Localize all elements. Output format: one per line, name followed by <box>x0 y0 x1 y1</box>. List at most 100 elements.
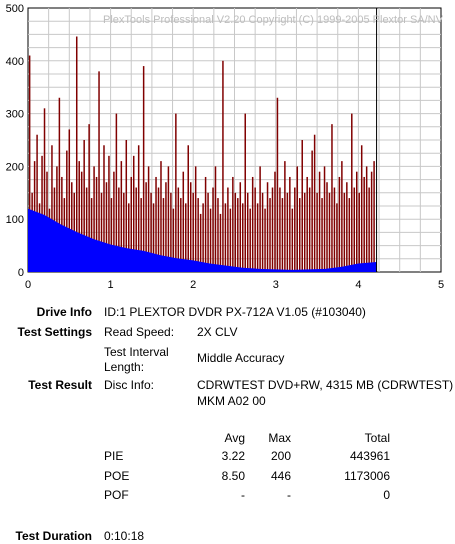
poe-bar <box>175 113 177 272</box>
poe-bar <box>284 161 286 272</box>
poe-bar <box>189 182 192 272</box>
read-speed-value: 2X CLV <box>197 325 238 339</box>
poe-bar <box>331 124 333 272</box>
poe-bar <box>214 166 217 272</box>
poe-bar <box>286 192 289 272</box>
poe-bar <box>291 208 294 272</box>
poe-bar <box>41 155 43 272</box>
poe-bar <box>311 150 313 272</box>
poe-bar <box>93 166 95 272</box>
poe-bar <box>207 192 209 272</box>
poe-bar <box>83 140 85 272</box>
poe-bar <box>75 36 78 273</box>
poe-bar <box>365 166 368 272</box>
test-duration-value: 0:10:18 <box>104 529 145 543</box>
poe-bar <box>256 203 259 272</box>
poe-bar <box>28 55 31 272</box>
poe-bar <box>313 134 316 272</box>
poe-bar <box>110 198 113 272</box>
poe-bar <box>373 161 375 272</box>
poe-bar <box>137 145 140 272</box>
results-row-max: - <box>287 488 291 502</box>
poe-bar <box>130 176 132 272</box>
poe-bar <box>217 198 219 272</box>
chart-title: PlexTools Professional V2.20 Copyright (… <box>103 14 444 26</box>
poe-bar <box>246 192 249 272</box>
results-row-total: 0 <box>383 488 390 502</box>
poe-bar <box>318 171 321 272</box>
drive-info-value: ID:1 PLEXTOR DVDR PX-712A V1.05 (#103040… <box>104 305 366 319</box>
poe-bar <box>120 161 123 272</box>
poe-bar <box>346 182 348 272</box>
poe-bar <box>227 187 229 272</box>
poe-bar <box>157 187 160 272</box>
y-tick-label: 300 <box>6 109 24 121</box>
poe-bar <box>115 113 118 272</box>
poe-bar <box>316 192 318 272</box>
poe-bar <box>170 192 172 272</box>
poe-bar <box>229 208 232 272</box>
poe-bar <box>167 166 170 272</box>
x-tick-label: 4 <box>355 279 361 291</box>
results-row-name: PIE <box>104 449 124 463</box>
poe-bar <box>118 187 120 272</box>
poe-bar <box>249 208 251 272</box>
poe-bar <box>98 71 100 272</box>
poe-bar <box>194 166 197 272</box>
poe-bar <box>68 129 71 272</box>
poe-bar <box>185 203 187 272</box>
read-speed-label: Read Speed: <box>104 325 175 339</box>
poe-bar <box>363 176 365 272</box>
poe-bar <box>326 182 328 272</box>
results-row-max: 200 <box>270 449 291 463</box>
poe-bar <box>90 198 93 272</box>
poe-bar <box>197 198 199 272</box>
poe-bar <box>338 176 341 272</box>
poe-bar <box>222 60 224 272</box>
y-tick-label: 200 <box>6 161 24 173</box>
poe-bar <box>100 192 103 272</box>
poe-bar <box>219 213 222 272</box>
poe-bar <box>132 155 135 272</box>
poe-bar <box>279 187 281 272</box>
poe-bar <box>180 198 182 272</box>
poe-bar <box>274 171 276 272</box>
poe-bar <box>271 187 274 272</box>
poe-bar <box>192 192 194 272</box>
poe-bar <box>147 166 150 272</box>
poe-bar <box>323 166 326 272</box>
results-row-total: 443961 <box>349 449 390 463</box>
y-tick-label: 100 <box>6 214 24 226</box>
test-duration-label: Test Duration <box>15 529 92 543</box>
results-row-name: POF <box>104 488 129 502</box>
y-tick-label: 0 <box>18 267 24 279</box>
poe-bar <box>187 145 189 272</box>
results-row-total: 1173006 <box>344 469 390 483</box>
results-row-name: POE <box>104 469 130 483</box>
poe-bar <box>239 182 242 272</box>
poe-bar <box>85 187 88 272</box>
y-tick-label: 400 <box>6 56 24 68</box>
poe-bar <box>142 66 145 272</box>
test-settings-label: Test Settings <box>17 325 92 339</box>
poe-bar <box>251 176 254 272</box>
poe-bar <box>296 166 299 272</box>
poe-bar <box>103 145 105 272</box>
test-result-label: Test Result <box>28 378 92 392</box>
poe-bar <box>370 171 373 272</box>
poe-bar <box>281 198 284 272</box>
x-tick-label: 5 <box>438 279 444 291</box>
x-tick-label: 1 <box>108 279 114 291</box>
x-tick-label: 0 <box>25 279 31 291</box>
poe-bar <box>348 198 351 272</box>
results-header-max: Max <box>268 431 291 445</box>
poe-bar <box>165 182 167 272</box>
results-row-avg: 8.50 <box>221 469 245 483</box>
poe-bar <box>358 192 360 272</box>
poe-bar <box>71 182 73 272</box>
poe-bar <box>343 192 346 272</box>
drive-info-label: Drive Info <box>36 305 92 319</box>
poe-bar <box>269 198 271 272</box>
poe-bar <box>303 192 306 272</box>
poe-bar <box>177 187 180 272</box>
